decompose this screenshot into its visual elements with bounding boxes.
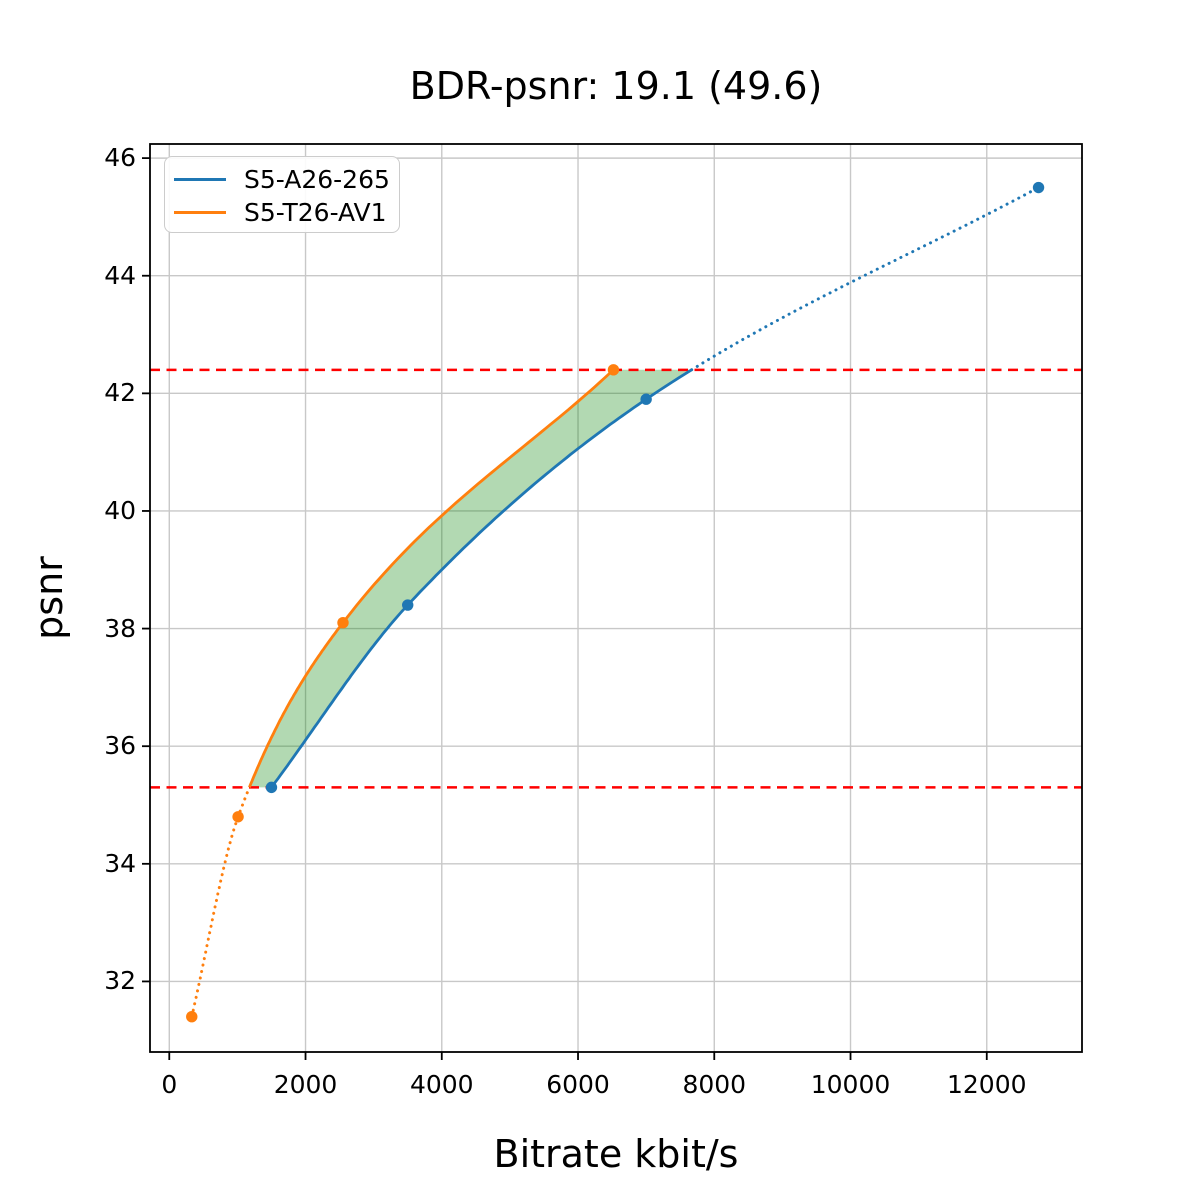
x-axis-label: Bitrate kbit/s	[493, 1132, 739, 1176]
data-point-marker	[1032, 181, 1045, 194]
x-tick-label: 0	[161, 1070, 178, 1099]
y-tick-label: 44	[104, 260, 136, 290]
y-tick-label: 34	[104, 848, 136, 878]
legend: S5-A26-265 S5-T26-AV1	[164, 156, 400, 233]
legend-line-sample-series-0	[174, 178, 226, 181]
y-tick-label: 42	[104, 378, 136, 408]
legend-label: S5-T26-AV1	[244, 198, 387, 227]
x-tick-label: 4000	[409, 1070, 474, 1099]
series-S5-T26-AV1-dotted-line	[190, 785, 251, 1019]
series-S5-T26-AV1-line	[248, 368, 615, 788]
data-point-marker	[265, 781, 278, 794]
legend-line-sample-series-1	[174, 211, 226, 214]
series-S5-A26-265-line	[270, 368, 693, 789]
legend-item: S5-T26-AV1	[165, 196, 399, 229]
data-point-marker	[607, 364, 620, 376]
legend-item: S5-A26-265	[165, 163, 399, 196]
data-point-marker	[402, 599, 414, 611]
data-point-marker	[186, 1011, 198, 1023]
legend-label: S5-A26-265	[244, 165, 390, 194]
y-tick-label: 36	[104, 731, 136, 761]
bd-overlap-region	[249, 369, 692, 788]
y-tick-label: 32	[104, 966, 136, 996]
x-tick-label: 8000	[682, 1070, 747, 1099]
y-tick-label: 40	[104, 495, 136, 525]
x-tick-label: 2000	[273, 1070, 338, 1099]
y-tick-label: 46	[104, 143, 136, 173]
x-tick-label: 12000	[946, 1070, 1027, 1099]
x-tick-label: 6000	[546, 1070, 610, 1099]
x-tick-label: 10000	[810, 1070, 891, 1099]
data-point-marker	[232, 811, 244, 823]
axes-spines	[149, 143, 1083, 1053]
chart-title: BDR-psnr: 19.1 (49.6)	[409, 64, 823, 108]
data-point-marker	[337, 616, 349, 629]
data-point-marker	[640, 393, 652, 405]
y-tick-label: 38	[104, 613, 136, 643]
